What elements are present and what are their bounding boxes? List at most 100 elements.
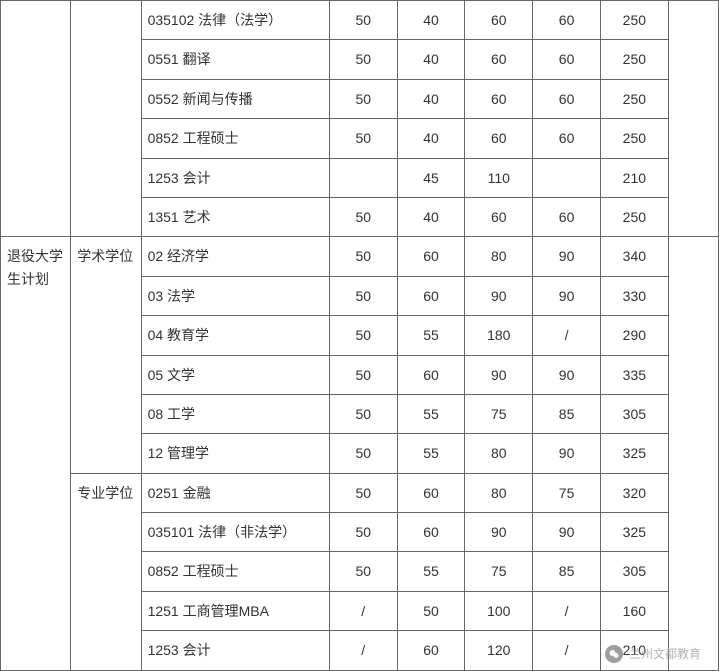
score-cell: 160 [600,591,668,630]
degree-type-cell: 学术学位 [71,237,141,473]
subject-cell: 1251 工商管理MBA [141,591,329,630]
subject-cell: 0552 新闻与传播 [141,79,329,118]
degree-type-cell: 专业学位 [71,473,141,670]
score-cell: 50 [329,197,397,236]
subject-cell: 035101 法律（非法学） [141,513,329,552]
score-cell: / [329,591,397,630]
score-cell: / [533,631,601,670]
subject-cell: 02 经济学 [141,237,329,276]
subject-cell: 1253 会计 [141,158,329,197]
category-cell: 退役大学生计划 [1,237,71,670]
subject-cell: 12 管理学 [141,434,329,473]
score-cell: 60 [465,119,533,158]
score-cell: 55 [397,434,465,473]
score-table: 035102 法律（法学）504060602500551 翻译504060602… [0,0,719,671]
score-cell: 250 [600,79,668,118]
category-cell [1,1,71,237]
subject-cell: 04 教育学 [141,316,329,355]
score-cell: 325 [600,434,668,473]
subject-cell: 0251 金融 [141,473,329,512]
score-cell: / [533,591,601,630]
score-cell: 50 [329,355,397,394]
score-cell: 50 [329,40,397,79]
subject-cell: 0852 工程硕士 [141,119,329,158]
score-cell: 180 [465,316,533,355]
score-cell: 60 [397,276,465,315]
tail-cell [668,1,718,237]
subject-cell: 035102 法律（法学） [141,1,329,40]
score-cell: / [329,631,397,670]
score-cell: / [533,316,601,355]
subject-cell: 05 文学 [141,355,329,394]
score-cell: 250 [600,1,668,40]
table-row: 退役大学生计划学术学位02 经济学50608090340 [1,237,719,276]
degree-type-cell [71,1,141,237]
tail-cell [668,237,718,670]
score-cell: 45 [397,158,465,197]
score-cell: 40 [397,40,465,79]
score-cell: 90 [465,276,533,315]
table-row: 035102 法律（法学）50406060250 [1,1,719,40]
score-cell: 335 [600,355,668,394]
score-cell: 90 [533,513,601,552]
score-cell: 75 [465,552,533,591]
score-cell: 60 [397,355,465,394]
score-cell: 60 [397,631,465,670]
score-cell: 50 [329,1,397,40]
score-cell: 90 [465,513,533,552]
score-cell: 40 [397,1,465,40]
subject-cell: 0852 工程硕士 [141,552,329,591]
score-cell: 210 [600,158,668,197]
score-cell: 50 [329,552,397,591]
score-cell: 305 [600,394,668,433]
score-cell: 55 [397,394,465,433]
score-cell: 50 [329,434,397,473]
score-cell: 250 [600,119,668,158]
score-cell: 40 [397,79,465,118]
score-cell: 320 [600,473,668,512]
score-cell: 110 [465,158,533,197]
subject-cell: 03 法学 [141,276,329,315]
score-cell: 90 [533,237,601,276]
score-cell: 120 [465,631,533,670]
score-cell: 60 [397,473,465,512]
score-cell: 90 [533,276,601,315]
score-cell: 50 [329,316,397,355]
subject-cell: 08 工学 [141,394,329,433]
score-cell: 55 [397,552,465,591]
score-cell: 250 [600,197,668,236]
score-cell: 80 [465,434,533,473]
subject-cell: 1253 会计 [141,631,329,670]
score-cell: 325 [600,513,668,552]
score-cell: 60 [465,40,533,79]
score-cell: 75 [533,473,601,512]
score-cell: 340 [600,237,668,276]
score-cell: 50 [329,276,397,315]
score-cell: 50 [397,591,465,630]
page-wrap: { "table": { "border_color": "#666666", … [0,0,719,671]
score-cell: 40 [397,119,465,158]
score-cell: 60 [465,79,533,118]
score-cell: 50 [329,513,397,552]
subject-cell: 0551 翻译 [141,40,329,79]
score-cell: 90 [465,355,533,394]
score-cell: 100 [465,591,533,630]
score-cell: 50 [329,237,397,276]
score-cell: 50 [329,79,397,118]
score-cell: 60 [533,79,601,118]
table-row: 专业学位0251 金融50608075320 [1,473,719,512]
score-cell [329,158,397,197]
score-cell: 210 [600,631,668,670]
score-cell: 50 [329,394,397,433]
score-cell: 290 [600,316,668,355]
score-cell: 55 [397,316,465,355]
score-cell: 60 [533,1,601,40]
score-cell: 40 [397,197,465,236]
score-cell: 50 [329,119,397,158]
subject-cell: 1351 艺术 [141,197,329,236]
score-cell: 85 [533,394,601,433]
score-cell: 60 [533,40,601,79]
score-cell [533,158,601,197]
score-cell: 330 [600,276,668,315]
score-cell: 50 [329,473,397,512]
